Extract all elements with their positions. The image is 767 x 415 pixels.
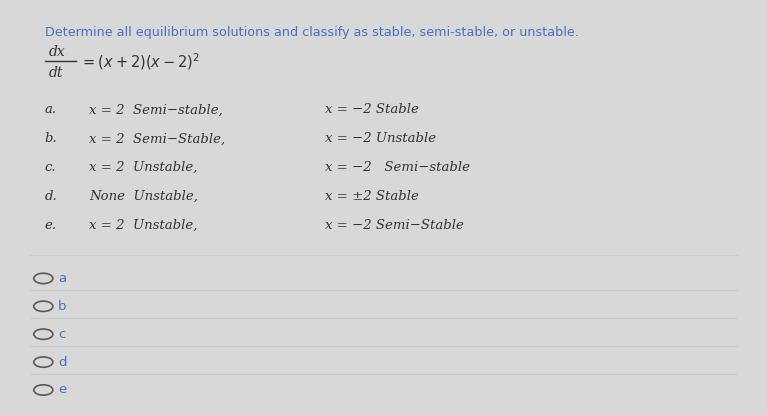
- Text: d.: d.: [44, 190, 58, 203]
- Text: None  Unstable,: None Unstable,: [89, 190, 198, 203]
- Text: b.: b.: [44, 132, 58, 146]
- Text: b: b: [58, 300, 67, 313]
- Text: a: a: [58, 272, 66, 285]
- Text: x = −2   Semi−stable: x = −2 Semi−stable: [324, 161, 469, 174]
- Text: e: e: [58, 383, 66, 396]
- Text: x = −2 Unstable: x = −2 Unstable: [324, 132, 436, 146]
- Text: x = 2  Semi−stable,: x = 2 Semi−stable,: [89, 103, 223, 116]
- Text: x = 2  Semi−Stable,: x = 2 Semi−Stable,: [89, 132, 225, 146]
- Text: dt: dt: [48, 66, 63, 80]
- Text: e.: e.: [44, 219, 57, 232]
- Text: d: d: [58, 356, 67, 369]
- Text: $=(x+2)(x-2)^2$: $=(x+2)(x-2)^2$: [80, 52, 200, 73]
- Text: dx: dx: [48, 45, 65, 59]
- Text: Determine all equilibrium solutions and classify as stable, semi-stable, or unst: Determine all equilibrium solutions and …: [44, 26, 578, 39]
- Text: a.: a.: [44, 103, 57, 116]
- Text: c: c: [58, 328, 65, 341]
- Text: x = −2 Semi−Stable: x = −2 Semi−Stable: [324, 219, 463, 232]
- Text: x = −2 Stable: x = −2 Stable: [324, 103, 419, 116]
- Text: x = ±2 Stable: x = ±2 Stable: [324, 190, 419, 203]
- Text: x = 2  Unstable,: x = 2 Unstable,: [89, 219, 197, 232]
- Text: x = 2  Unstable,: x = 2 Unstable,: [89, 161, 197, 174]
- Text: c.: c.: [44, 161, 57, 174]
